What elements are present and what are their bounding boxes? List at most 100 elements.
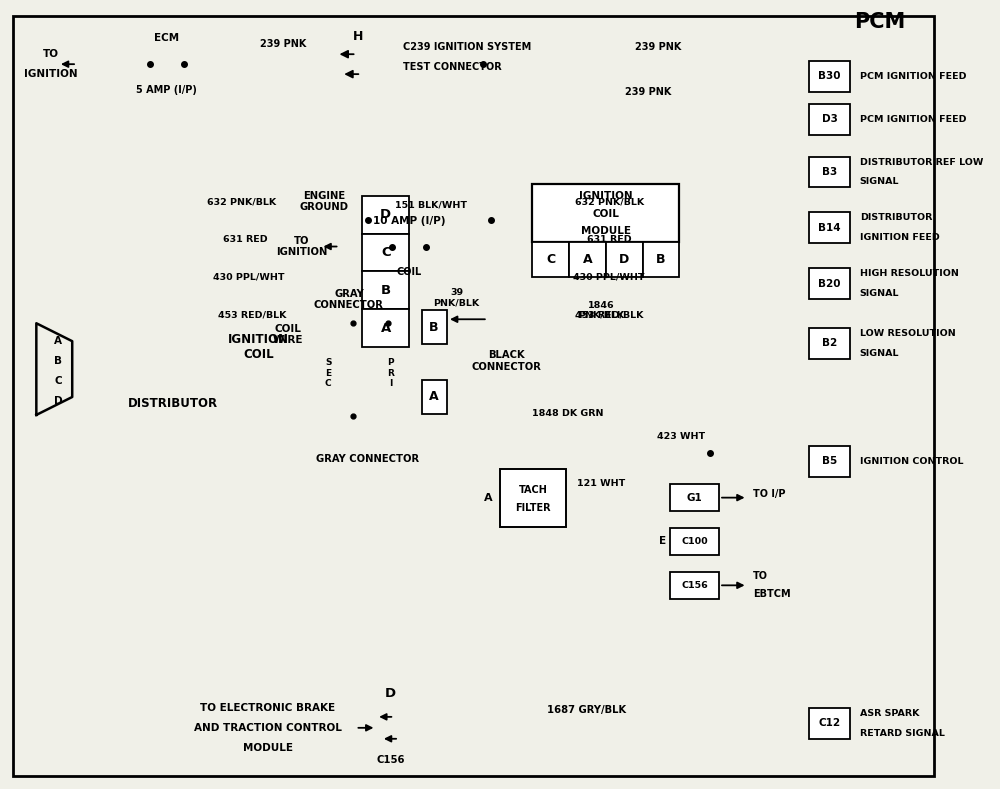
- FancyBboxPatch shape: [500, 469, 566, 526]
- Text: SIGNAL: SIGNAL: [860, 178, 899, 186]
- Text: COIL: COIL: [592, 208, 619, 219]
- Text: D: D: [380, 208, 391, 221]
- Text: A: A: [381, 322, 391, 335]
- FancyBboxPatch shape: [809, 104, 850, 135]
- Text: DISTRIBUTOR: DISTRIBUTOR: [128, 398, 218, 410]
- Text: 39
PNK/BLK: 39 PNK/BLK: [434, 288, 480, 307]
- Text: 1687 GRY/BLK: 1687 GRY/BLK: [547, 705, 626, 715]
- FancyBboxPatch shape: [809, 268, 850, 299]
- Text: EBTCM: EBTCM: [753, 589, 791, 600]
- Text: B: B: [54, 356, 62, 366]
- Text: 430 PPL/WHT: 430 PPL/WHT: [573, 273, 645, 282]
- Text: C12: C12: [819, 718, 841, 728]
- FancyBboxPatch shape: [532, 241, 569, 278]
- Text: A: A: [484, 492, 492, 503]
- Text: 239 PNK: 239 PNK: [635, 43, 681, 52]
- Text: C239 IGNITION SYSTEM: C239 IGNITION SYSTEM: [403, 43, 531, 52]
- Text: IGNITION
COIL: IGNITION COIL: [228, 333, 289, 361]
- Text: P
R
I: P R I: [387, 358, 394, 388]
- Text: D3: D3: [822, 114, 838, 125]
- Text: B3: B3: [822, 167, 837, 177]
- Text: MODULE: MODULE: [243, 742, 293, 753]
- Text: ECM: ECM: [154, 33, 179, 43]
- Text: LOW RESOLUTION: LOW RESOLUTION: [860, 329, 956, 338]
- Text: C156: C156: [376, 755, 405, 765]
- FancyBboxPatch shape: [809, 328, 850, 359]
- Text: C: C: [546, 253, 555, 266]
- Text: 632 PNK/BLK: 632 PNK/BLK: [207, 197, 276, 206]
- Text: COIL: COIL: [397, 267, 422, 278]
- FancyBboxPatch shape: [422, 310, 447, 344]
- Text: 121 WHT: 121 WHT: [577, 479, 625, 488]
- Text: 631 RED: 631 RED: [587, 235, 631, 244]
- FancyBboxPatch shape: [362, 309, 409, 347]
- Text: TO: TO: [42, 49, 58, 59]
- Text: 1846
PNK/BLK: 1846 PNK/BLK: [578, 301, 624, 320]
- Text: BLACK
CONNECTOR: BLACK CONNECTOR: [472, 350, 542, 372]
- FancyBboxPatch shape: [809, 61, 850, 92]
- Text: B2: B2: [822, 338, 837, 349]
- FancyBboxPatch shape: [362, 271, 409, 309]
- FancyBboxPatch shape: [809, 708, 850, 739]
- Text: SIGNAL: SIGNAL: [860, 289, 899, 298]
- FancyBboxPatch shape: [606, 241, 643, 278]
- Text: 631 RED: 631 RED: [223, 235, 267, 244]
- Text: B20: B20: [818, 279, 841, 289]
- Text: ASR SPARK: ASR SPARK: [860, 709, 919, 718]
- Text: 239 PNK: 239 PNK: [260, 39, 306, 49]
- Text: 453 RED/BLK: 453 RED/BLK: [575, 311, 643, 320]
- Text: 430 PPL/WHT: 430 PPL/WHT: [213, 273, 285, 282]
- Text: TO I/P: TO I/P: [753, 488, 786, 499]
- FancyBboxPatch shape: [670, 528, 719, 555]
- FancyBboxPatch shape: [670, 484, 719, 511]
- FancyBboxPatch shape: [569, 241, 606, 278]
- Text: H: H: [353, 30, 364, 43]
- Text: DISTRIBUTOR: DISTRIBUTOR: [860, 213, 932, 222]
- Text: S
E
C: S E C: [325, 358, 331, 388]
- Text: PCM IGNITION FEED: PCM IGNITION FEED: [860, 72, 966, 80]
- FancyBboxPatch shape: [670, 572, 719, 599]
- Text: A: A: [583, 253, 592, 266]
- Text: ENGINE
GROUND: ENGINE GROUND: [300, 191, 349, 212]
- Text: 423 WHT: 423 WHT: [657, 432, 705, 441]
- FancyBboxPatch shape: [422, 380, 447, 414]
- Text: TO
IGNITION: TO IGNITION: [276, 236, 327, 257]
- Text: TACH: TACH: [519, 484, 548, 495]
- Text: IGNITION: IGNITION: [24, 69, 77, 79]
- Text: D: D: [385, 687, 396, 701]
- Text: SIGNAL: SIGNAL: [860, 349, 899, 358]
- Text: IGNITION CONTROL: IGNITION CONTROL: [860, 457, 963, 466]
- Text: 1848 DK GRN: 1848 DK GRN: [532, 409, 604, 418]
- Text: DISTRIBUTOR REF LOW: DISTRIBUTOR REF LOW: [860, 158, 983, 166]
- Text: 10 AMP (I/P): 10 AMP (I/P): [373, 215, 446, 226]
- Text: C: C: [54, 376, 62, 386]
- Text: GRAY CONNECTOR: GRAY CONNECTOR: [316, 454, 419, 464]
- Text: 151 BLK/WHT: 151 BLK/WHT: [395, 200, 467, 209]
- FancyBboxPatch shape: [643, 241, 679, 278]
- Text: B: B: [656, 253, 666, 266]
- Text: B5: B5: [822, 456, 837, 466]
- Text: IGNITION: IGNITION: [579, 191, 633, 200]
- Text: 632 PNK/BLK: 632 PNK/BLK: [575, 197, 644, 206]
- FancyBboxPatch shape: [362, 234, 409, 271]
- Text: C100: C100: [681, 537, 708, 546]
- Text: B: B: [429, 321, 439, 334]
- Text: A: A: [54, 336, 62, 346]
- Text: PCM IGNITION FEED: PCM IGNITION FEED: [860, 115, 966, 124]
- Text: RETARD SIGNAL: RETARD SIGNAL: [860, 728, 945, 738]
- Text: D: D: [619, 253, 629, 266]
- Text: 453 RED/BLK: 453 RED/BLK: [218, 311, 287, 320]
- Text: 239 PNK: 239 PNK: [625, 87, 671, 97]
- FancyBboxPatch shape: [13, 17, 934, 776]
- FancyBboxPatch shape: [809, 446, 850, 477]
- Text: IGNITION FEED: IGNITION FEED: [860, 234, 940, 242]
- Text: GRAY
CONNECTOR: GRAY CONNECTOR: [314, 289, 384, 310]
- Text: TO ELECTRONIC BRAKE: TO ELECTRONIC BRAKE: [200, 703, 335, 713]
- Text: C156: C156: [681, 581, 708, 590]
- FancyBboxPatch shape: [532, 184, 679, 241]
- Text: COIL
WIRE: COIL WIRE: [272, 323, 303, 346]
- Text: B30: B30: [818, 71, 841, 81]
- Text: D: D: [54, 396, 62, 406]
- Text: MODULE: MODULE: [581, 226, 631, 236]
- Text: TO: TO: [753, 571, 768, 581]
